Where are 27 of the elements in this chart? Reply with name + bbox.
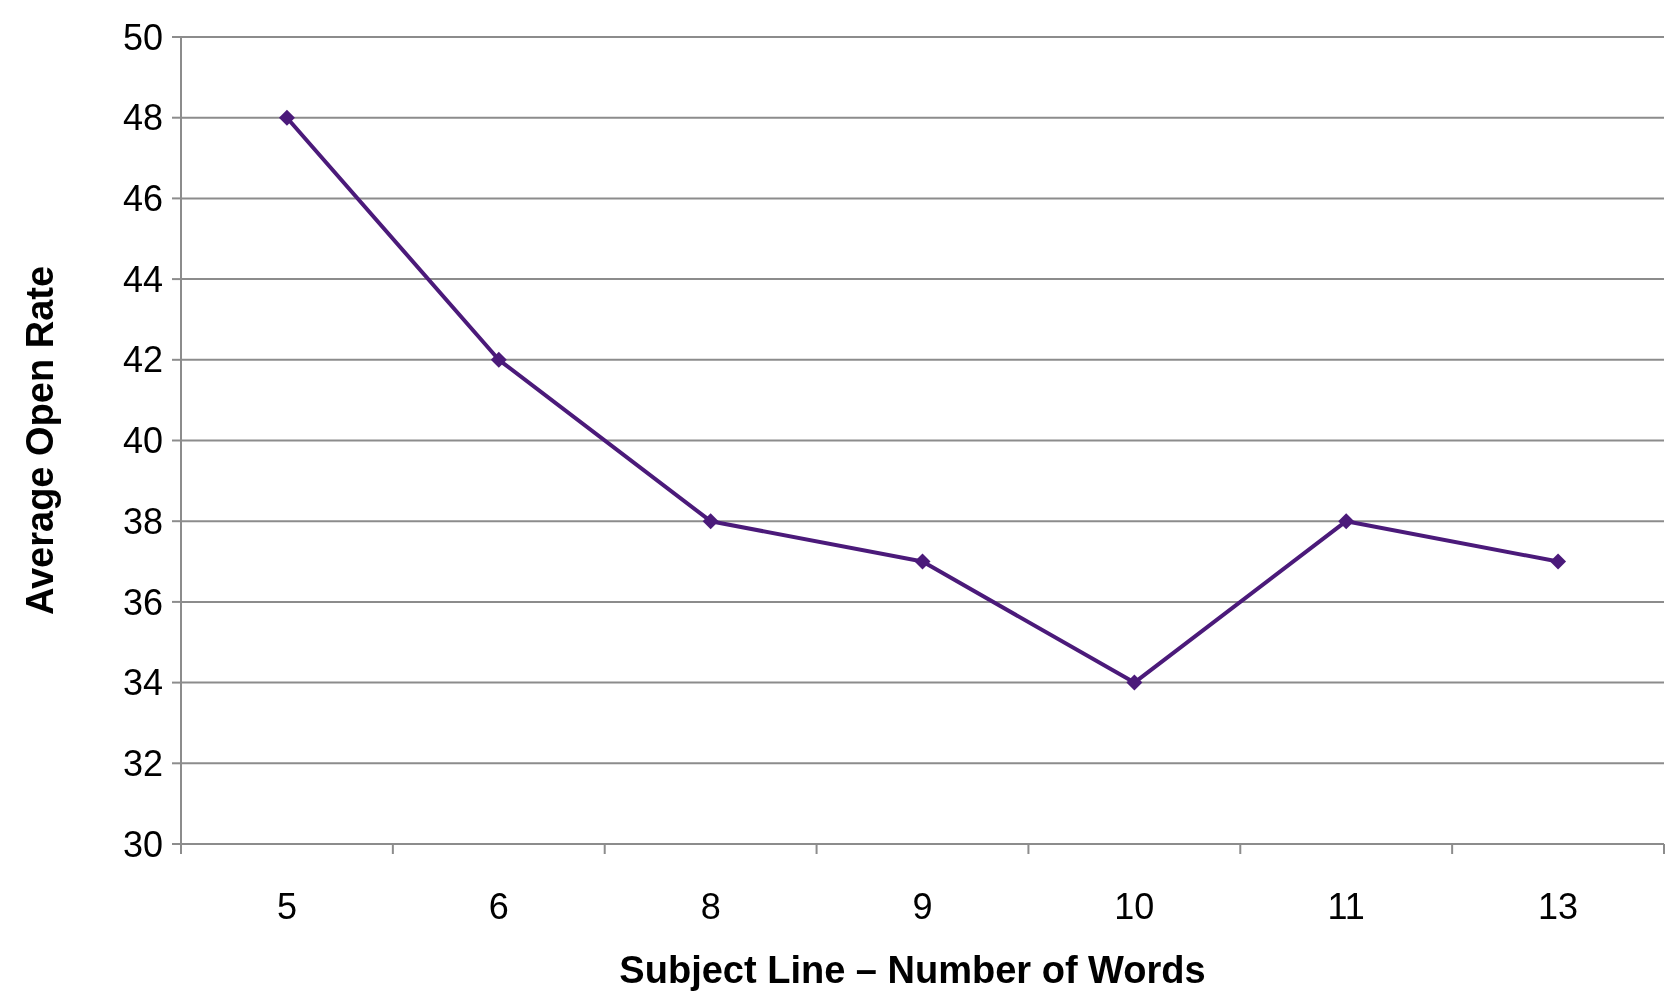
y-tick-label: 48 xyxy=(122,97,163,139)
y-tick-label: 30 xyxy=(122,823,163,865)
point xyxy=(914,553,931,570)
y-tick-label: 40 xyxy=(122,420,163,462)
y-tick-label: 38 xyxy=(122,500,163,542)
y-tick-label: 36 xyxy=(122,581,163,623)
x-tick-label: 10 xyxy=(1114,886,1155,927)
y-tick-label: 44 xyxy=(122,258,163,300)
y-axis-title: Average Open Rate xyxy=(19,265,61,616)
x-tick-label: 8 xyxy=(700,886,721,927)
point xyxy=(1126,674,1143,691)
x-tick-label: 5 xyxy=(276,886,297,927)
x-tick-label: 13 xyxy=(1538,886,1579,927)
y-tick-label: 34 xyxy=(122,662,163,704)
x-axis-title: Subject Line – Number of Words xyxy=(619,949,1206,991)
point xyxy=(490,351,507,368)
y-tick-label: 42 xyxy=(122,339,163,381)
x-tick-label: 9 xyxy=(912,886,933,927)
point xyxy=(702,513,719,530)
y-tick-label: 50 xyxy=(122,16,163,58)
point xyxy=(1338,513,1355,530)
x-tick-label: 11 xyxy=(1327,886,1365,927)
x-tick-label: 6 xyxy=(488,886,509,927)
point xyxy=(1550,553,1567,570)
point xyxy=(278,109,295,126)
y-tick-label: 32 xyxy=(122,742,163,784)
y-tick-label: 46 xyxy=(122,178,163,219)
